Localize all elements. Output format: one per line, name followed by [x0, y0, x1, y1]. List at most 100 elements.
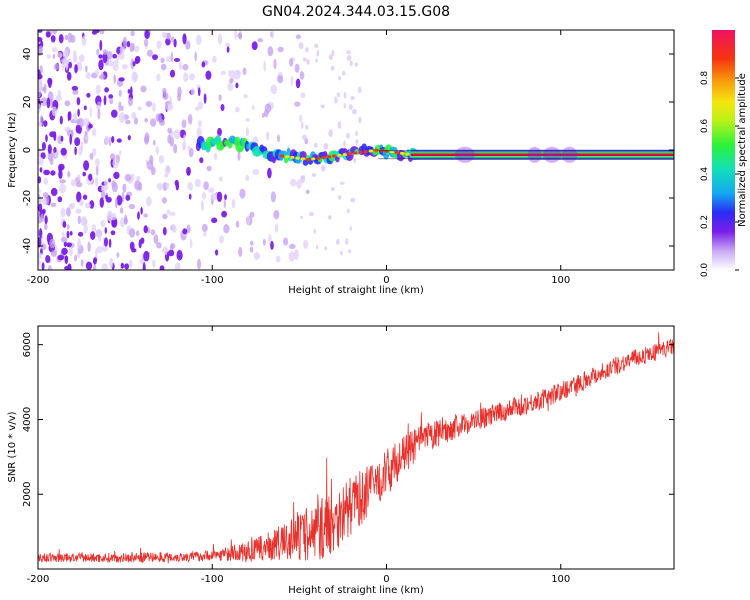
noise-speck	[39, 167, 43, 173]
noise-speck	[49, 131, 56, 138]
noise-speck	[104, 237, 108, 247]
noise-speck	[270, 240, 274, 250]
noise-speck	[343, 140, 346, 148]
noise-speck	[197, 87, 201, 97]
snr-y-ticks: 2000 4000 6000	[22, 332, 674, 507]
noise-speck	[217, 33, 223, 45]
noise-speck	[60, 207, 66, 218]
noise-speck	[118, 89, 122, 97]
noise-speck	[199, 157, 204, 164]
noise-speck	[38, 259, 41, 267]
noise-speck	[144, 38, 148, 47]
noise-speck	[133, 117, 139, 125]
noise-speck	[83, 105, 87, 111]
noise-speck	[93, 30, 100, 34]
noise-speck	[201, 223, 208, 233]
colorbar-tick-label: 0.0	[700, 263, 710, 278]
noise-speck	[129, 228, 136, 238]
ridge-core	[363, 150, 368, 154]
noise-speck	[182, 63, 189, 71]
noise-speck	[77, 108, 80, 117]
noise-speck	[162, 213, 168, 220]
noise-speck	[196, 127, 202, 138]
noise-speck	[107, 60, 114, 67]
noise-speck	[188, 114, 193, 125]
noise-speck	[174, 262, 181, 270]
noise-speck	[221, 210, 228, 218]
noise-speck	[118, 112, 126, 124]
ridge-blob	[299, 151, 307, 160]
noise-speck	[86, 92, 91, 98]
noise-speck	[100, 185, 106, 192]
noise-speck	[54, 151, 59, 158]
noise-speck	[62, 49, 69, 60]
noise-speck	[98, 54, 103, 59]
spectrogram-x-axis-label: Height of straight line (km)	[288, 285, 424, 296]
noise-speck	[229, 69, 235, 81]
band-bulge	[527, 146, 542, 163]
noise-speck	[346, 132, 351, 139]
noise-speck	[68, 246, 73, 257]
noise-speck	[144, 117, 149, 123]
noise-speck	[165, 103, 171, 111]
noise-speck	[40, 213, 44, 223]
noise-speck	[137, 106, 142, 111]
noise-speck	[111, 180, 116, 188]
noise-speck	[354, 62, 359, 67]
noise-speck	[98, 74, 106, 80]
noise-speck	[76, 182, 83, 188]
noise-speck	[150, 229, 156, 236]
noise-speck	[328, 215, 332, 220]
noise-speck	[170, 36, 175, 42]
noise-speck	[109, 153, 116, 160]
noise-speck	[69, 231, 73, 236]
noise-speck	[313, 228, 316, 235]
noise-speck	[96, 48, 100, 56]
noise-speck	[109, 257, 114, 269]
noise-speck	[81, 216, 87, 227]
noise-speck	[167, 134, 172, 144]
snr-plot-area	[38, 326, 674, 569]
snr-panel: -200 -100 0 100 2000 4000 6000 Height of stra…	[7, 325, 675, 596]
noise-speck	[72, 89, 79, 95]
noise-speck	[270, 84, 278, 95]
noise-speck	[340, 250, 343, 256]
ridge-core	[342, 153, 347, 157]
noise-speck	[146, 49, 153, 57]
noise-speck	[42, 192, 49, 198]
noise-speck	[115, 198, 118, 209]
noise-speck	[265, 131, 270, 141]
noise-speck	[186, 166, 191, 176]
noise-speck	[167, 127, 173, 134]
noise-speck	[320, 164, 326, 172]
noise-speck	[277, 75, 284, 84]
noise-speck	[313, 142, 318, 148]
noise-speck	[210, 193, 218, 201]
noise-speck	[349, 226, 352, 231]
noise-speck	[257, 38, 263, 43]
noise-speck	[116, 195, 123, 206]
noise-speck	[296, 179, 302, 189]
noise-speck	[173, 143, 178, 154]
noise-speck	[187, 146, 191, 151]
noise-speck	[289, 58, 294, 67]
noise-speck	[91, 224, 97, 233]
ridge-core	[368, 149, 373, 153]
noise-speck	[42, 198, 48, 206]
noise-speck	[143, 250, 150, 262]
noise-speck	[138, 181, 143, 191]
noise-speck	[59, 183, 66, 194]
noise-speck	[89, 106, 93, 118]
noise-speck	[357, 86, 362, 94]
noise-speck	[64, 265, 71, 270]
colorbar-label: Normalized spectral amplitude	[737, 73, 748, 227]
noise-speck	[298, 42, 304, 50]
noise-speck	[96, 164, 99, 176]
noise-speck	[165, 37, 171, 46]
noise-speck	[301, 121, 304, 130]
noise-speck	[268, 234, 272, 245]
noise-speck	[77, 174, 81, 181]
noise-speck	[347, 249, 352, 254]
